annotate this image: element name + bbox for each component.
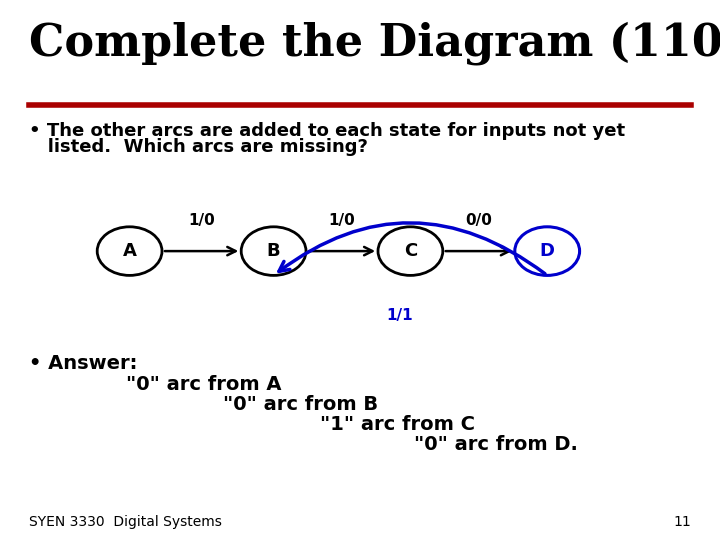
Text: Complete the Diagram (1101): Complete the Diagram (1101) [29,22,720,65]
Text: 1/0: 1/0 [328,213,356,228]
Circle shape [378,227,443,275]
Text: A: A [122,242,137,260]
Text: B: B [267,242,280,260]
Circle shape [515,227,580,275]
Text: 1/0: 1/0 [188,213,215,228]
Text: SYEN 3330  Digital Systems: SYEN 3330 Digital Systems [29,515,222,529]
Text: "1" arc from C: "1" arc from C [320,415,475,434]
Circle shape [97,227,162,275]
Text: "0" arc from A: "0" arc from A [126,375,282,394]
Text: • Answer:: • Answer: [29,354,138,373]
Circle shape [241,227,306,275]
Text: C: C [404,242,417,260]
Text: "0" arc from B: "0" arc from B [223,395,378,414]
Text: 0/0: 0/0 [465,213,492,228]
Text: 1/1: 1/1 [387,308,413,323]
Text: • The other arcs are added to each state for inputs not yet: • The other arcs are added to each state… [29,122,625,139]
Text: D: D [540,242,554,260]
Text: "0" arc from D.: "0" arc from D. [414,435,578,454]
Text: listed.  Which arcs are missing?: listed. Which arcs are missing? [29,138,368,156]
Text: 11: 11 [673,515,691,529]
